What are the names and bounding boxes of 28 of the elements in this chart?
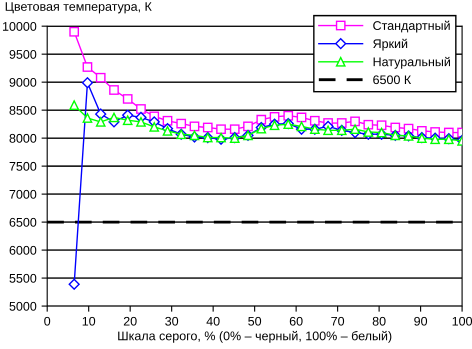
x-tick-label: 80: [372, 316, 386, 326]
x-tick-label: 40: [206, 316, 220, 326]
y-tick-label: 9000: [10, 78, 36, 87]
x-tick-label: 100: [452, 316, 472, 326]
x-tick-label: 70: [331, 316, 344, 326]
x-tick-label: 90: [414, 316, 428, 326]
legend-label: Яркий: [373, 38, 408, 51]
y-tick-label: 6000: [10, 246, 36, 255]
x-tick-label: 60: [290, 316, 303, 326]
y-tick-label: 6500: [10, 218, 36, 227]
legend-label: Стандартный: [373, 20, 450, 32]
x-axis-title: Шкала серого, % (0% – черный, 100% – белый): [118, 330, 392, 343]
x-tick-label: 30: [165, 316, 178, 326]
legend-label: Натуральный: [374, 56, 450, 69]
y-tick-label: 10000: [2, 22, 36, 31]
y-axis-title: Цветовая температура, К: [6, 2, 152, 14]
x-tick-label: 10: [82, 316, 96, 326]
y-tick-label: 7500: [10, 162, 36, 171]
x-tick-label: 0: [44, 316, 50, 326]
x-tick-label: 20: [124, 316, 137, 326]
y-tick-label: 9500: [10, 50, 36, 59]
y-tick-label: 8000: [10, 134, 36, 143]
y-tick-label: 5000: [9, 302, 36, 311]
x-tick-label: 50: [248, 316, 262, 326]
y-tick-label: 8500: [10, 106, 36, 115]
y-tick-label: 5500: [9, 274, 36, 283]
legend-label: 6500 К: [373, 75, 412, 84]
y-tick-label: 7000: [10, 190, 36, 199]
